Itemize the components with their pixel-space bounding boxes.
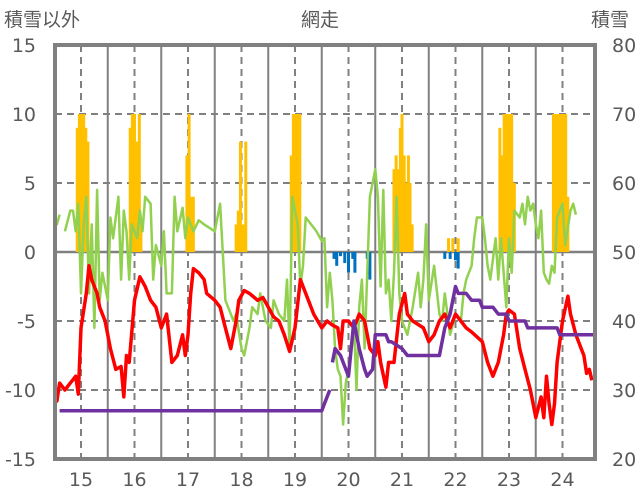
plot-border [53, 43, 597, 461]
bar-positive [84, 127, 88, 252]
x-tick-label: 21 [390, 469, 414, 491]
bar-positive [502, 114, 506, 252]
bar-negative [335, 252, 339, 266]
bar-positive [504, 114, 508, 252]
bar-positive [80, 114, 84, 252]
y-tick-label: 10 [12, 104, 36, 126]
x-tick-label: 16 [122, 469, 146, 491]
bar-positive [447, 238, 451, 252]
x-tick-label: 15 [69, 469, 93, 491]
series-line-red [52, 264, 594, 427]
bar-negative [332, 252, 336, 259]
bar-positive [75, 127, 79, 252]
bar-positive [130, 114, 134, 252]
bar-positive [402, 155, 406, 252]
x-tick-label: 24 [550, 469, 574, 491]
x-tick-label: 19 [283, 469, 307, 491]
y-tick-label: 5 [24, 173, 36, 195]
bar-positive [291, 114, 295, 252]
bar-positive [77, 114, 81, 252]
bar-negative [454, 252, 457, 261]
bar-positive [510, 114, 514, 252]
left-axis-title: 積雪以外 [4, 9, 80, 31]
x-tick-label: 22 [443, 469, 467, 491]
bar-negative [448, 252, 452, 259]
bar-positive [400, 114, 404, 252]
bar-positive [191, 196, 195, 252]
y2-tick-label: 70 [612, 104, 636, 126]
bar-negative [368, 252, 372, 280]
right-axis-title: 積雪 [591, 9, 629, 31]
bar-positive [556, 114, 560, 252]
bar-negative [338, 252, 342, 257]
y2-tick-label: 40 [612, 311, 636, 333]
y-tick-label: -5 [17, 311, 36, 333]
bar-positive [561, 114, 565, 252]
y-tick-label: 15 [12, 35, 36, 57]
bar-positive [451, 238, 455, 252]
bar-negative [347, 252, 350, 273]
y2-tick-label: 50 [612, 242, 636, 264]
bar-positive [244, 141, 248, 252]
bar-positive [128, 127, 132, 252]
bar-positive [236, 210, 240, 252]
bar-positive [241, 224, 245, 252]
x-tick-label: 20 [336, 469, 360, 491]
y-tick-label: -15 [5, 449, 36, 471]
x-tick-label: 18 [229, 469, 253, 491]
x-tick-label: 23 [497, 469, 521, 491]
bar-positive [86, 141, 90, 252]
bar-positive [294, 114, 298, 252]
bar-negative [351, 252, 355, 259]
y2-tick-label: 60 [612, 173, 636, 195]
bar-positive [564, 114, 568, 252]
bar-negative [456, 252, 460, 269]
y2-tick-label: 80 [612, 35, 636, 57]
bar-positive [296, 114, 300, 252]
bar-positive [135, 141, 139, 252]
bar-positive [500, 155, 504, 252]
bar-positive [410, 224, 414, 252]
bar-positive [137, 114, 141, 252]
bar-negative [443, 252, 447, 259]
bar-positive [238, 141, 242, 252]
bar-positive [406, 155, 410, 252]
bar-negative [353, 252, 357, 273]
bar-negative [343, 252, 347, 264]
bar-positive [139, 224, 143, 252]
bar-positive [554, 114, 558, 252]
bar-positive [187, 114, 191, 252]
y2-tick-label: 20 [612, 449, 636, 471]
bar-positive [82, 114, 86, 252]
y2-tick-label: 30 [612, 380, 636, 402]
bar-positive [498, 127, 502, 252]
bar-positive [404, 183, 408, 252]
bar-positive [133, 114, 136, 252]
bar-positive [396, 169, 400, 252]
chart-title: 網走 [301, 9, 339, 31]
y-tick-label: 0 [24, 242, 36, 264]
bar-positive [408, 183, 412, 252]
bar-positive [507, 114, 511, 252]
bar-positive [392, 169, 396, 252]
x-tick-label: 17 [176, 469, 200, 491]
bar-positive [398, 127, 402, 252]
bar-positive [551, 114, 555, 252]
bar-positive [559, 114, 563, 252]
bar-positive [298, 114, 302, 252]
y-tick-label: -10 [5, 380, 36, 402]
bar-positive [234, 224, 238, 252]
bar-positive [185, 155, 189, 252]
bar-positive [456, 238, 460, 252]
